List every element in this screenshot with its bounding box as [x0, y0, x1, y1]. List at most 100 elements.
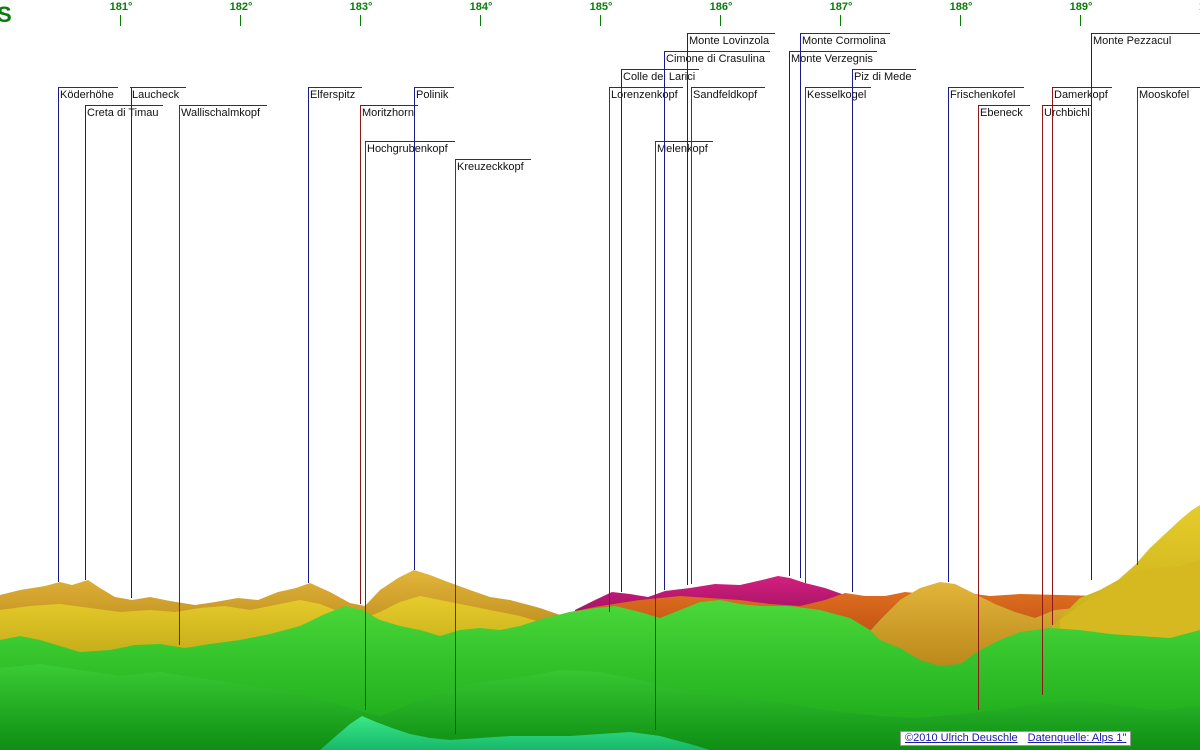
- peak-marker-line: [1137, 87, 1138, 565]
- degree-label-187: 187°: [829, 1, 853, 13]
- peak-marker-line: [1091, 33, 1092, 580]
- peak-label: Frischenkofel: [950, 89, 1016, 101]
- degree-tick: [480, 15, 481, 26]
- peak-label: Elferspitz: [310, 89, 356, 101]
- degree-tick: [1080, 15, 1081, 26]
- peak-label-rule: [852, 69, 916, 70]
- peak-label-rule: [687, 33, 775, 34]
- peak-label-rule: [1052, 87, 1112, 88]
- peak-label: Köderhöhe: [60, 89, 114, 101]
- peak-marker-line: [948, 87, 949, 582]
- degree-label-181: 181°: [109, 1, 133, 13]
- peak-label-rule: [621, 69, 699, 70]
- front-ridge: [0, 664, 1200, 750]
- peak-label-rule: [179, 105, 267, 106]
- peak-label: Creta di Timau: [87, 107, 159, 119]
- peak-label-rule: [805, 87, 871, 88]
- degree-label-184: 184°: [469, 1, 493, 13]
- peak-label-rule: [664, 51, 770, 52]
- peak-marker-line: [360, 105, 361, 604]
- degree-label-188: 188°: [949, 1, 973, 13]
- peak-label-rule: [455, 159, 531, 160]
- peak-label: Damerkopf: [1054, 89, 1108, 101]
- peak-marker-line: [852, 69, 853, 592]
- degree-label-189: 189°: [1069, 1, 1093, 13]
- peak-label: Monte Lovinzola: [689, 35, 770, 47]
- peak-marker-line: [789, 51, 790, 576]
- peak-marker-line: [609, 87, 610, 612]
- peak-marker-line: [664, 51, 665, 590]
- peak-label-rule: [789, 51, 877, 52]
- peak-label-rule: [655, 141, 713, 142]
- peak-label: Monte Cormolina: [802, 35, 886, 47]
- degree-label-182: 182°: [229, 1, 253, 13]
- degree-tick: [240, 15, 241, 26]
- peak-marker-line: [687, 33, 688, 585]
- peak-label: Moritzhorn: [362, 107, 414, 119]
- peak-label-rule: [948, 87, 1024, 88]
- peak-marker-line: [621, 69, 622, 592]
- peak-label-rule: [978, 105, 1030, 106]
- peak-label-rule: [308, 87, 362, 88]
- peak-label: Colle dei Larici: [623, 71, 696, 83]
- degree-label-186: 186°: [709, 1, 733, 13]
- peak-label: Piz di Mede: [854, 71, 912, 83]
- peak-label: Monte Pezzacul: [1093, 35, 1172, 47]
- peak-marker-line: [85, 105, 86, 580]
- peak-marker-line: [805, 87, 806, 583]
- peak-label-rule: [414, 87, 454, 88]
- peak-marker-line: [455, 159, 456, 734]
- peak-label: Lorenzenkopf: [611, 89, 678, 101]
- author-link[interactable]: ©2010 Ulrich Deuschle: [905, 732, 1018, 744]
- foreground-slope: [320, 716, 710, 750]
- peak-label-rule: [609, 87, 683, 88]
- peak-label: Mooskofel: [1139, 89, 1190, 101]
- credits-box: ©2010 Ulrich Deuschle Datenquelle: Alps 1…: [900, 731, 1132, 746]
- degree-tick: [840, 15, 841, 26]
- peak-label-rule: [1091, 33, 1200, 34]
- peak-marker-line: [655, 141, 656, 730]
- data-source-link[interactable]: Datenquelle: Alps 1": [1027, 732, 1127, 744]
- peak-label-rule: [1042, 105, 1092, 106]
- degree-tick: [720, 15, 721, 26]
- peak-label-rule: [130, 87, 186, 88]
- peak-label: Melenkopf: [657, 143, 708, 155]
- peak-label-rule: [1137, 87, 1200, 88]
- peak-marker-line: [1042, 105, 1043, 695]
- peak-marker-line: [308, 87, 309, 583]
- peak-label: Ebeneck: [980, 107, 1023, 119]
- peak-label: Sandfeldkopf: [693, 89, 758, 101]
- peak-label: Polinik: [416, 89, 449, 101]
- degree-tick: [960, 15, 961, 26]
- peak-marker-line: [414, 87, 415, 570]
- peak-label-rule: [85, 105, 163, 106]
- peak-label-rule: [365, 141, 455, 142]
- peak-marker-line: [800, 33, 801, 578]
- degree-label-185: 185°: [589, 1, 613, 13]
- peak-label-rule: [58, 87, 118, 88]
- peak-marker-line: [58, 87, 59, 582]
- peak-label: Wallischalmkopf: [181, 107, 261, 119]
- peak-label: Monte Verzegnis: [791, 53, 873, 65]
- scale-edge-label: S: [0, 2, 12, 27]
- peak-label: Laucheck: [132, 89, 180, 101]
- degree-tick: [120, 15, 121, 26]
- peak-label-rule: [691, 87, 765, 88]
- peak-label: Kesselkogel: [807, 89, 867, 101]
- degree-tick: [600, 15, 601, 26]
- peak-marker-line: [365, 141, 366, 710]
- peak-marker-line: [1052, 87, 1053, 625]
- peak-marker-line: [179, 105, 180, 645]
- peak-label: Urchbichl: [1044, 107, 1090, 119]
- peak-label: Hochgrubenkopf: [367, 143, 448, 155]
- peak-label: Kreuzeckkopf: [457, 161, 524, 173]
- degree-tick: [360, 15, 361, 26]
- peak-label-rule: [360, 105, 418, 106]
- peak-marker-line: [978, 105, 979, 710]
- peak-label: Cimone di Crasulina: [666, 53, 766, 65]
- degree-label-183: 183°: [349, 1, 373, 13]
- peak-marker-line: [691, 87, 692, 584]
- peak-marker-line: [131, 87, 132, 598]
- peak-label-rule: [800, 33, 890, 34]
